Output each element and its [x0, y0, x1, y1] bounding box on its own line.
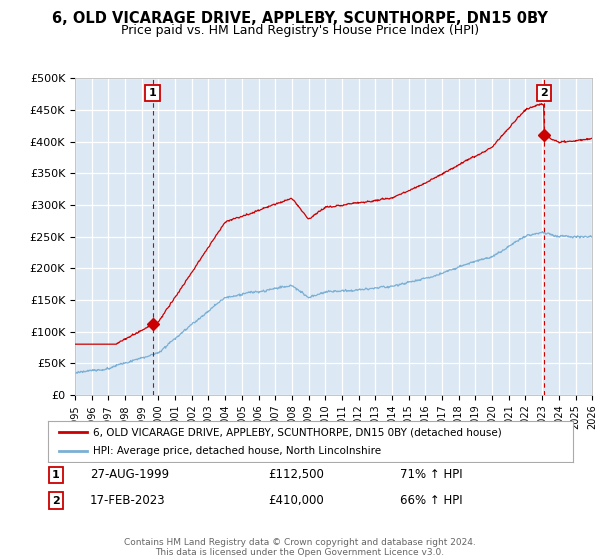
Text: £112,500: £112,500	[269, 469, 325, 482]
Text: Contains HM Land Registry data © Crown copyright and database right 2024.
This d: Contains HM Land Registry data © Crown c…	[124, 538, 476, 557]
Text: 1: 1	[149, 88, 157, 98]
Text: 71% ↑ HPI: 71% ↑ HPI	[400, 469, 463, 482]
Text: 2: 2	[540, 88, 548, 98]
Text: 2: 2	[52, 496, 60, 506]
Text: 6, OLD VICARAGE DRIVE, APPLEBY, SCUNTHORPE, DN15 0BY: 6, OLD VICARAGE DRIVE, APPLEBY, SCUNTHOR…	[52, 11, 548, 26]
Text: Price paid vs. HM Land Registry's House Price Index (HPI): Price paid vs. HM Land Registry's House …	[121, 24, 479, 37]
Text: 17-FEB-2023: 17-FEB-2023	[90, 494, 166, 507]
Text: £410,000: £410,000	[269, 494, 324, 507]
Text: 66% ↑ HPI: 66% ↑ HPI	[400, 494, 463, 507]
Text: 1: 1	[52, 470, 60, 480]
Text: HPI: Average price, detached house, North Lincolnshire: HPI: Average price, detached house, Nort…	[92, 446, 381, 456]
Text: 27-AUG-1999: 27-AUG-1999	[90, 469, 169, 482]
Text: 6, OLD VICARAGE DRIVE, APPLEBY, SCUNTHORPE, DN15 0BY (detached house): 6, OLD VICARAGE DRIVE, APPLEBY, SCUNTHOR…	[92, 427, 502, 437]
